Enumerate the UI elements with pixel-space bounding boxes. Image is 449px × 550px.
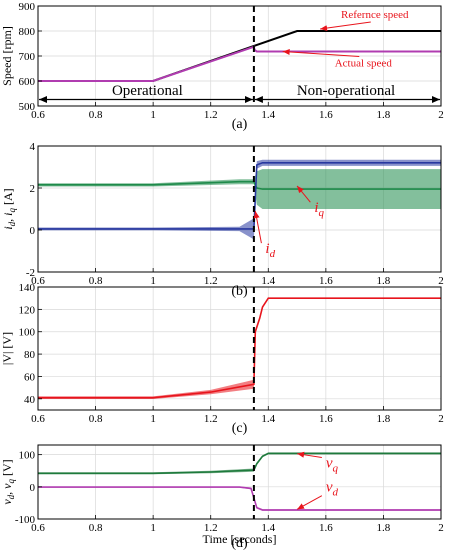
annotation-label: vq (326, 456, 339, 475)
x-tick-label: 0.8 (89, 413, 103, 425)
x-tick-label: 1.8 (377, 413, 391, 425)
x-tick-label: 1.6 (319, 109, 333, 121)
plot-frame (37, 145, 442, 273)
y-axis-label: vd​, vq​ [V] (0, 459, 16, 504)
annotation-label: id (265, 241, 275, 260)
x-tick-label: 1.2 (204, 109, 218, 121)
x-tick-label: 2 (438, 413, 444, 425)
series-line-vq (38, 452, 441, 475)
series-band-v (38, 297, 441, 399)
y-tick-label: 60 (24, 371, 36, 383)
x-tick-label: 2 (438, 522, 444, 534)
annotation-arrow (320, 21, 371, 32)
x-tick-label: 1.8 (377, 109, 391, 121)
x-tick-label: 1.2 (204, 275, 218, 287)
series-line-vd (38, 486, 441, 511)
annotation-arrow (296, 451, 322, 459)
y-axis-label: Speed [rpm] (0, 26, 14, 86)
region-label: Operational (112, 83, 183, 99)
series-band-iq (38, 169, 441, 209)
x-tick-label: 1 (150, 109, 156, 121)
y-tick-label: -100 (15, 514, 36, 526)
x-tick-label: 1 (150, 413, 156, 425)
x-tick-label: 1.4 (261, 522, 275, 534)
y-tick-label: 600 (19, 76, 36, 88)
x-tick-label: 1.2 (204, 522, 218, 534)
x-tick-label: 0.8 (89, 522, 103, 534)
annotation-label: vd (326, 480, 339, 499)
annotation-arrow (296, 185, 311, 203)
panel-label: (b) (231, 284, 248, 299)
x-tick-label: 0.6 (31, 522, 45, 534)
y-tick-label: 100 (19, 327, 36, 339)
y-tick-label: 40 (24, 394, 36, 406)
region-label: Non-operational (297, 83, 395, 99)
y-tick-label: 4 (30, 141, 36, 153)
panel-label: (c) (232, 421, 248, 436)
annotation-label: Refernce speed (341, 9, 409, 21)
x-tick-label: 0.8 (89, 275, 103, 287)
x-tick-label: 1.6 (319, 522, 333, 534)
annotation-arrow (253, 211, 262, 244)
y-tick-label: 2 (30, 183, 36, 195)
y-tick-label: -2 (26, 267, 35, 279)
series-band-vq (38, 452, 441, 475)
x-tick-label: 1.6 (319, 275, 333, 287)
x-tick-label: 2 (438, 275, 444, 287)
x-tick-label: 1 (150, 275, 156, 287)
series-line-v (38, 297, 441, 399)
x-tick-label: 0.6 (31, 275, 45, 287)
x-tick-label: 1.4 (261, 109, 275, 121)
series-band-vd (38, 486, 441, 511)
x-tick-label: 2 (438, 109, 444, 121)
y-tick-label: 80 (24, 349, 36, 361)
x-tick-label: 1.6 (319, 413, 333, 425)
plot-frame (37, 286, 442, 411)
y-tick-label: 100 (19, 450, 36, 462)
annotation-arrow (282, 48, 360, 57)
y-axis-label: |V| [V] (0, 332, 14, 365)
y-tick-label: 700 (19, 51, 36, 63)
y-tick-label: 0 (30, 482, 36, 494)
y-axis-label: id​, iq​ [A] (1, 188, 17, 229)
x-tick-label: 1.4 (261, 275, 275, 287)
panel-label: (d) (231, 536, 248, 550)
panel-label: (a) (232, 117, 248, 132)
annotation-arrow (296, 495, 323, 510)
x-tick-label: 1.2 (204, 413, 218, 425)
y-tick-label: 800 (19, 26, 36, 38)
x-tick-label: 0.6 (31, 109, 45, 121)
annotation-label: Actual speed (335, 58, 393, 70)
x-tick-label: 1.8 (377, 522, 391, 534)
x-tick-label: 1.8 (377, 275, 391, 287)
x-tick-label: 0.8 (89, 109, 103, 121)
annotation-label: iq (314, 200, 324, 219)
plot-frame (37, 444, 442, 520)
y-tick-label: 900 (19, 1, 36, 13)
x-axis-label: Time [seconds] (203, 532, 277, 546)
x-tick-label: 1.4 (261, 413, 275, 425)
y-tick-label: 0 (30, 225, 36, 237)
x-tick-label: 1 (150, 522, 156, 534)
y-tick-label: 140 (19, 282, 36, 294)
y-tick-label: 500 (19, 101, 36, 113)
x-tick-label: 0.6 (31, 413, 45, 425)
y-tick-label: 120 (19, 304, 36, 316)
